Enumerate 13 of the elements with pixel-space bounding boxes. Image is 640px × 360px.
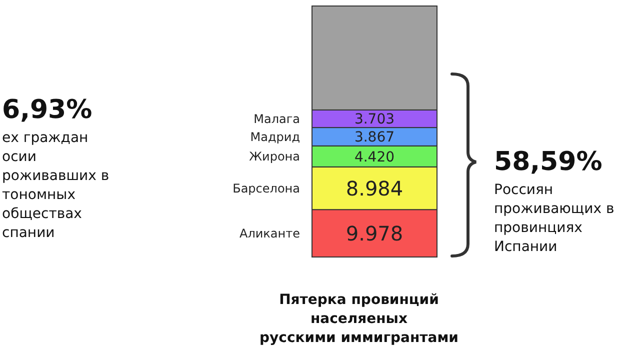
data-label: 3.703	[354, 112, 395, 128]
data-label: 8.984	[346, 176, 404, 200]
series-label: Аликанте	[240, 226, 300, 240]
series-label: Малага	[254, 112, 300, 126]
data-label: 9.978	[346, 221, 404, 246]
text: 6,93% ех граждан осии роживавших в тономных обществах спании	[2, 95, 110, 241]
text: Пятерка провинций населяеных русскими иммигрантами	[260, 292, 458, 346]
series-label: Мадрид	[250, 130, 300, 144]
text: 58,59% Россиян проживающих в провинциях Испании	[494, 147, 614, 255]
data-label: 3.867	[354, 130, 395, 146]
series-label: Барселона	[232, 181, 300, 196]
data-label: 4.420	[354, 149, 395, 166]
series-label: Жирона	[249, 150, 300, 164]
